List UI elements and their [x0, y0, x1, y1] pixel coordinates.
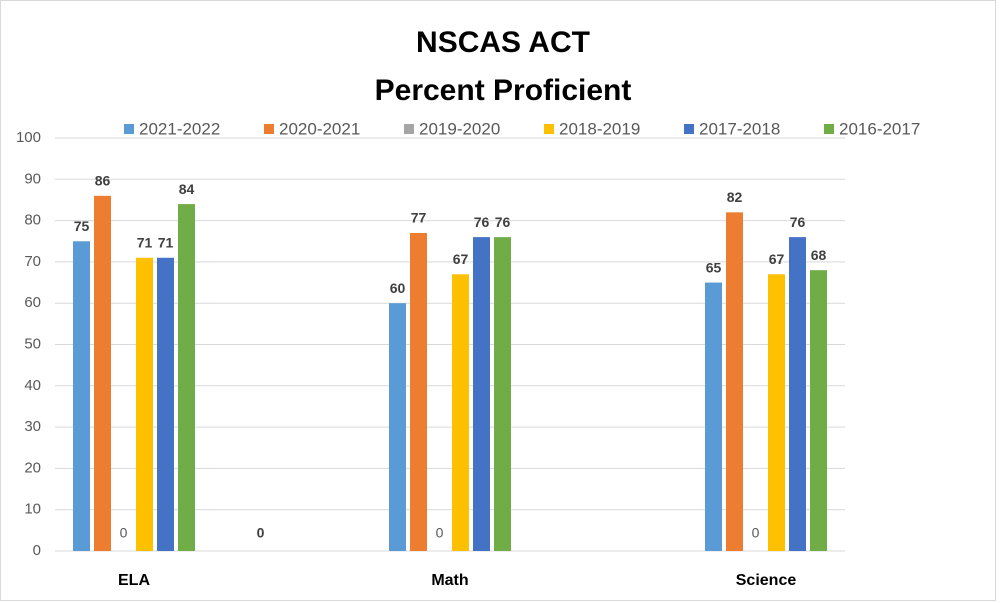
legend-swatch — [264, 124, 274, 134]
y-tick-label: 70 — [24, 253, 41, 270]
legend-label: 2021-2022 — [139, 119, 220, 138]
legend-label: 2020-2021 — [279, 119, 360, 138]
legend-label: 2016-2017 — [839, 119, 920, 138]
bar — [705, 282, 722, 551]
legend-label: 2017-2018 — [699, 119, 780, 138]
bar — [94, 195, 111, 551]
value-label: 76 — [495, 214, 511, 230]
legend-swatch — [684, 124, 694, 134]
value-label: 86 — [95, 173, 111, 189]
bar — [136, 257, 153, 551]
value-label: 84 — [179, 181, 195, 197]
legend-swatch — [124, 124, 134, 134]
value-label: 68 — [811, 247, 827, 263]
value-label: 67 — [769, 251, 785, 267]
y-tick-label: 60 — [24, 294, 41, 311]
chart-subtitle: Percent Proficient — [375, 74, 632, 107]
y-tick-label: 100 — [16, 129, 41, 146]
bar — [494, 237, 511, 551]
value-label: 0 — [752, 525, 760, 541]
y-tick-label: 80 — [24, 212, 41, 229]
bar — [768, 274, 785, 551]
value-label: 67 — [453, 251, 469, 267]
value-label: 0 — [120, 525, 128, 541]
x-tick-label: ELA — [118, 572, 150, 589]
value-label: 77 — [411, 210, 427, 226]
y-tick-label: 10 — [24, 501, 41, 518]
bar — [810, 270, 827, 551]
y-tick-label: 90 — [24, 170, 41, 187]
y-tick-label: 30 — [24, 418, 41, 435]
bar — [389, 303, 406, 551]
value-label: 60 — [390, 280, 406, 296]
value-label: 75 — [74, 218, 90, 234]
y-tick-label: 50 — [24, 335, 41, 352]
x-tick-label: Science — [736, 572, 797, 589]
bar — [410, 232, 427, 552]
bar — [452, 274, 469, 551]
value-label: 0 — [257, 525, 265, 541]
bar — [157, 257, 174, 551]
value-label: 71 — [137, 234, 153, 250]
y-tick-label: 20 — [24, 459, 41, 476]
bar — [473, 237, 490, 551]
value-label: 71 — [158, 234, 174, 250]
bar — [178, 204, 195, 551]
bar — [73, 241, 90, 551]
legend-label: 2018-2019 — [559, 119, 640, 138]
bar — [789, 237, 806, 551]
value-label: 82 — [727, 189, 743, 205]
legend-swatch — [544, 124, 554, 134]
bar — [726, 212, 743, 551]
legend-swatch — [404, 124, 414, 134]
chart-title: NSCAS ACT — [416, 26, 590, 59]
x-tick-label: Math — [431, 572, 468, 589]
legend-label: 2019-2020 — [419, 119, 500, 138]
value-label: 0 — [436, 525, 444, 541]
value-label: 65 — [706, 259, 722, 275]
value-label: 76 — [790, 214, 806, 230]
y-tick-label: 0 — [33, 542, 41, 559]
y-tick-label: 40 — [24, 377, 41, 394]
legend-swatch — [824, 124, 834, 134]
value-label: 76 — [474, 214, 490, 230]
